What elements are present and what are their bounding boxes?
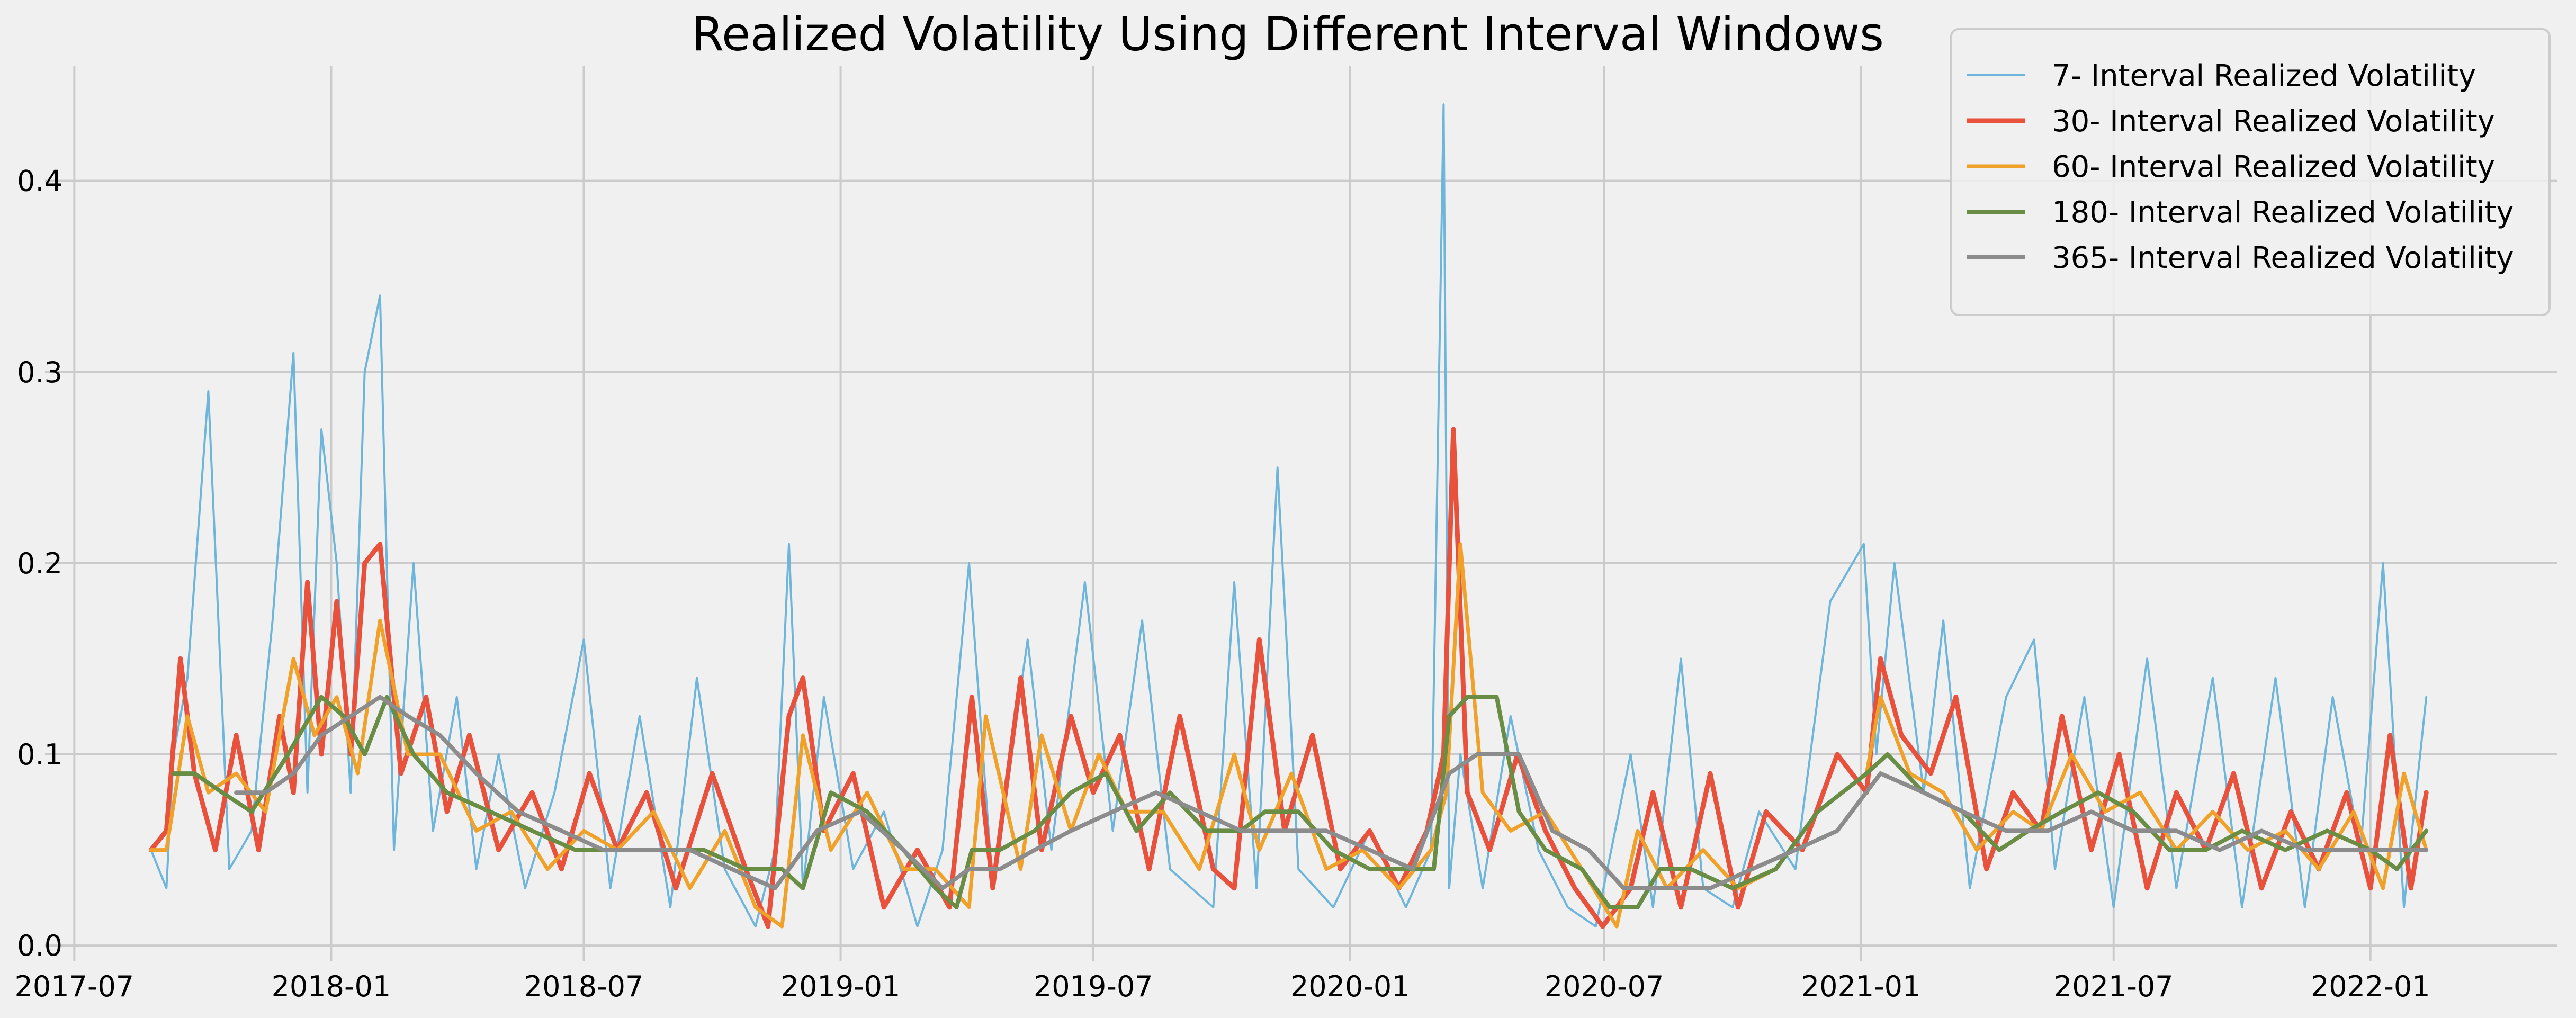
y-tick-label: 0.4	[17, 165, 62, 198]
legend-label-365-interval-realized-volatility: 365- Interval Realized Volatility	[2052, 241, 2514, 275]
y-tick-label: 0.3	[17, 356, 62, 389]
series-line-365-interval-realized-volatility	[234, 695, 2429, 890]
x-tick-label: 2019-07	[1034, 970, 1153, 1003]
x-tick-label: 2020-07	[1545, 970, 1664, 1003]
chart-title: Realized Volatility Using Different Inte…	[692, 7, 1884, 61]
legend: 7- Interval Realized Volatility 30- Inter…	[1950, 28, 2551, 316]
series-lines	[148, 103, 2429, 929]
x-tick-label: 2021-07	[2054, 970, 2174, 1003]
x-tick-label: 2020-01	[1290, 970, 1410, 1003]
x-tick-label: 2019-01	[781, 970, 901, 1003]
x-tick-label: 2021-01	[1801, 970, 1921, 1003]
x-tick-label: 2017-07	[15, 970, 134, 1003]
y-tick-label: 0.0	[17, 929, 62, 962]
legend-box	[1950, 28, 2551, 316]
legend-label-30-interval-realized-volatility: 30- Interval Realized Volatility	[2052, 104, 2495, 139]
legend-label-60-interval-realized-volatility: 60- Interval Realized Volatility	[2052, 150, 2495, 184]
x-tick-label: 2018-07	[524, 970, 644, 1003]
legend-label-180-interval-realized-volatility: 180- Interval Realized Volatility	[2052, 195, 2514, 230]
series-line-180-interval-realized-volatility	[171, 695, 2429, 909]
x-tick-label: 2018-01	[272, 970, 391, 1003]
series-line-60-interval-realized-volatility	[149, 542, 2428, 929]
legend-label-7-interval-realized-volatility: 7- Interval Realized Volatility	[2052, 59, 2476, 93]
y-tick-label: 0.1	[17, 738, 62, 771]
tick-labels: 2017-07 2018-01 2018-07 2019-01 2019-07 2020-…	[15, 165, 2430, 1003]
x-tick-label: 2022-01	[2311, 970, 2430, 1003]
y-tick-label: 0.2	[17, 547, 62, 580]
